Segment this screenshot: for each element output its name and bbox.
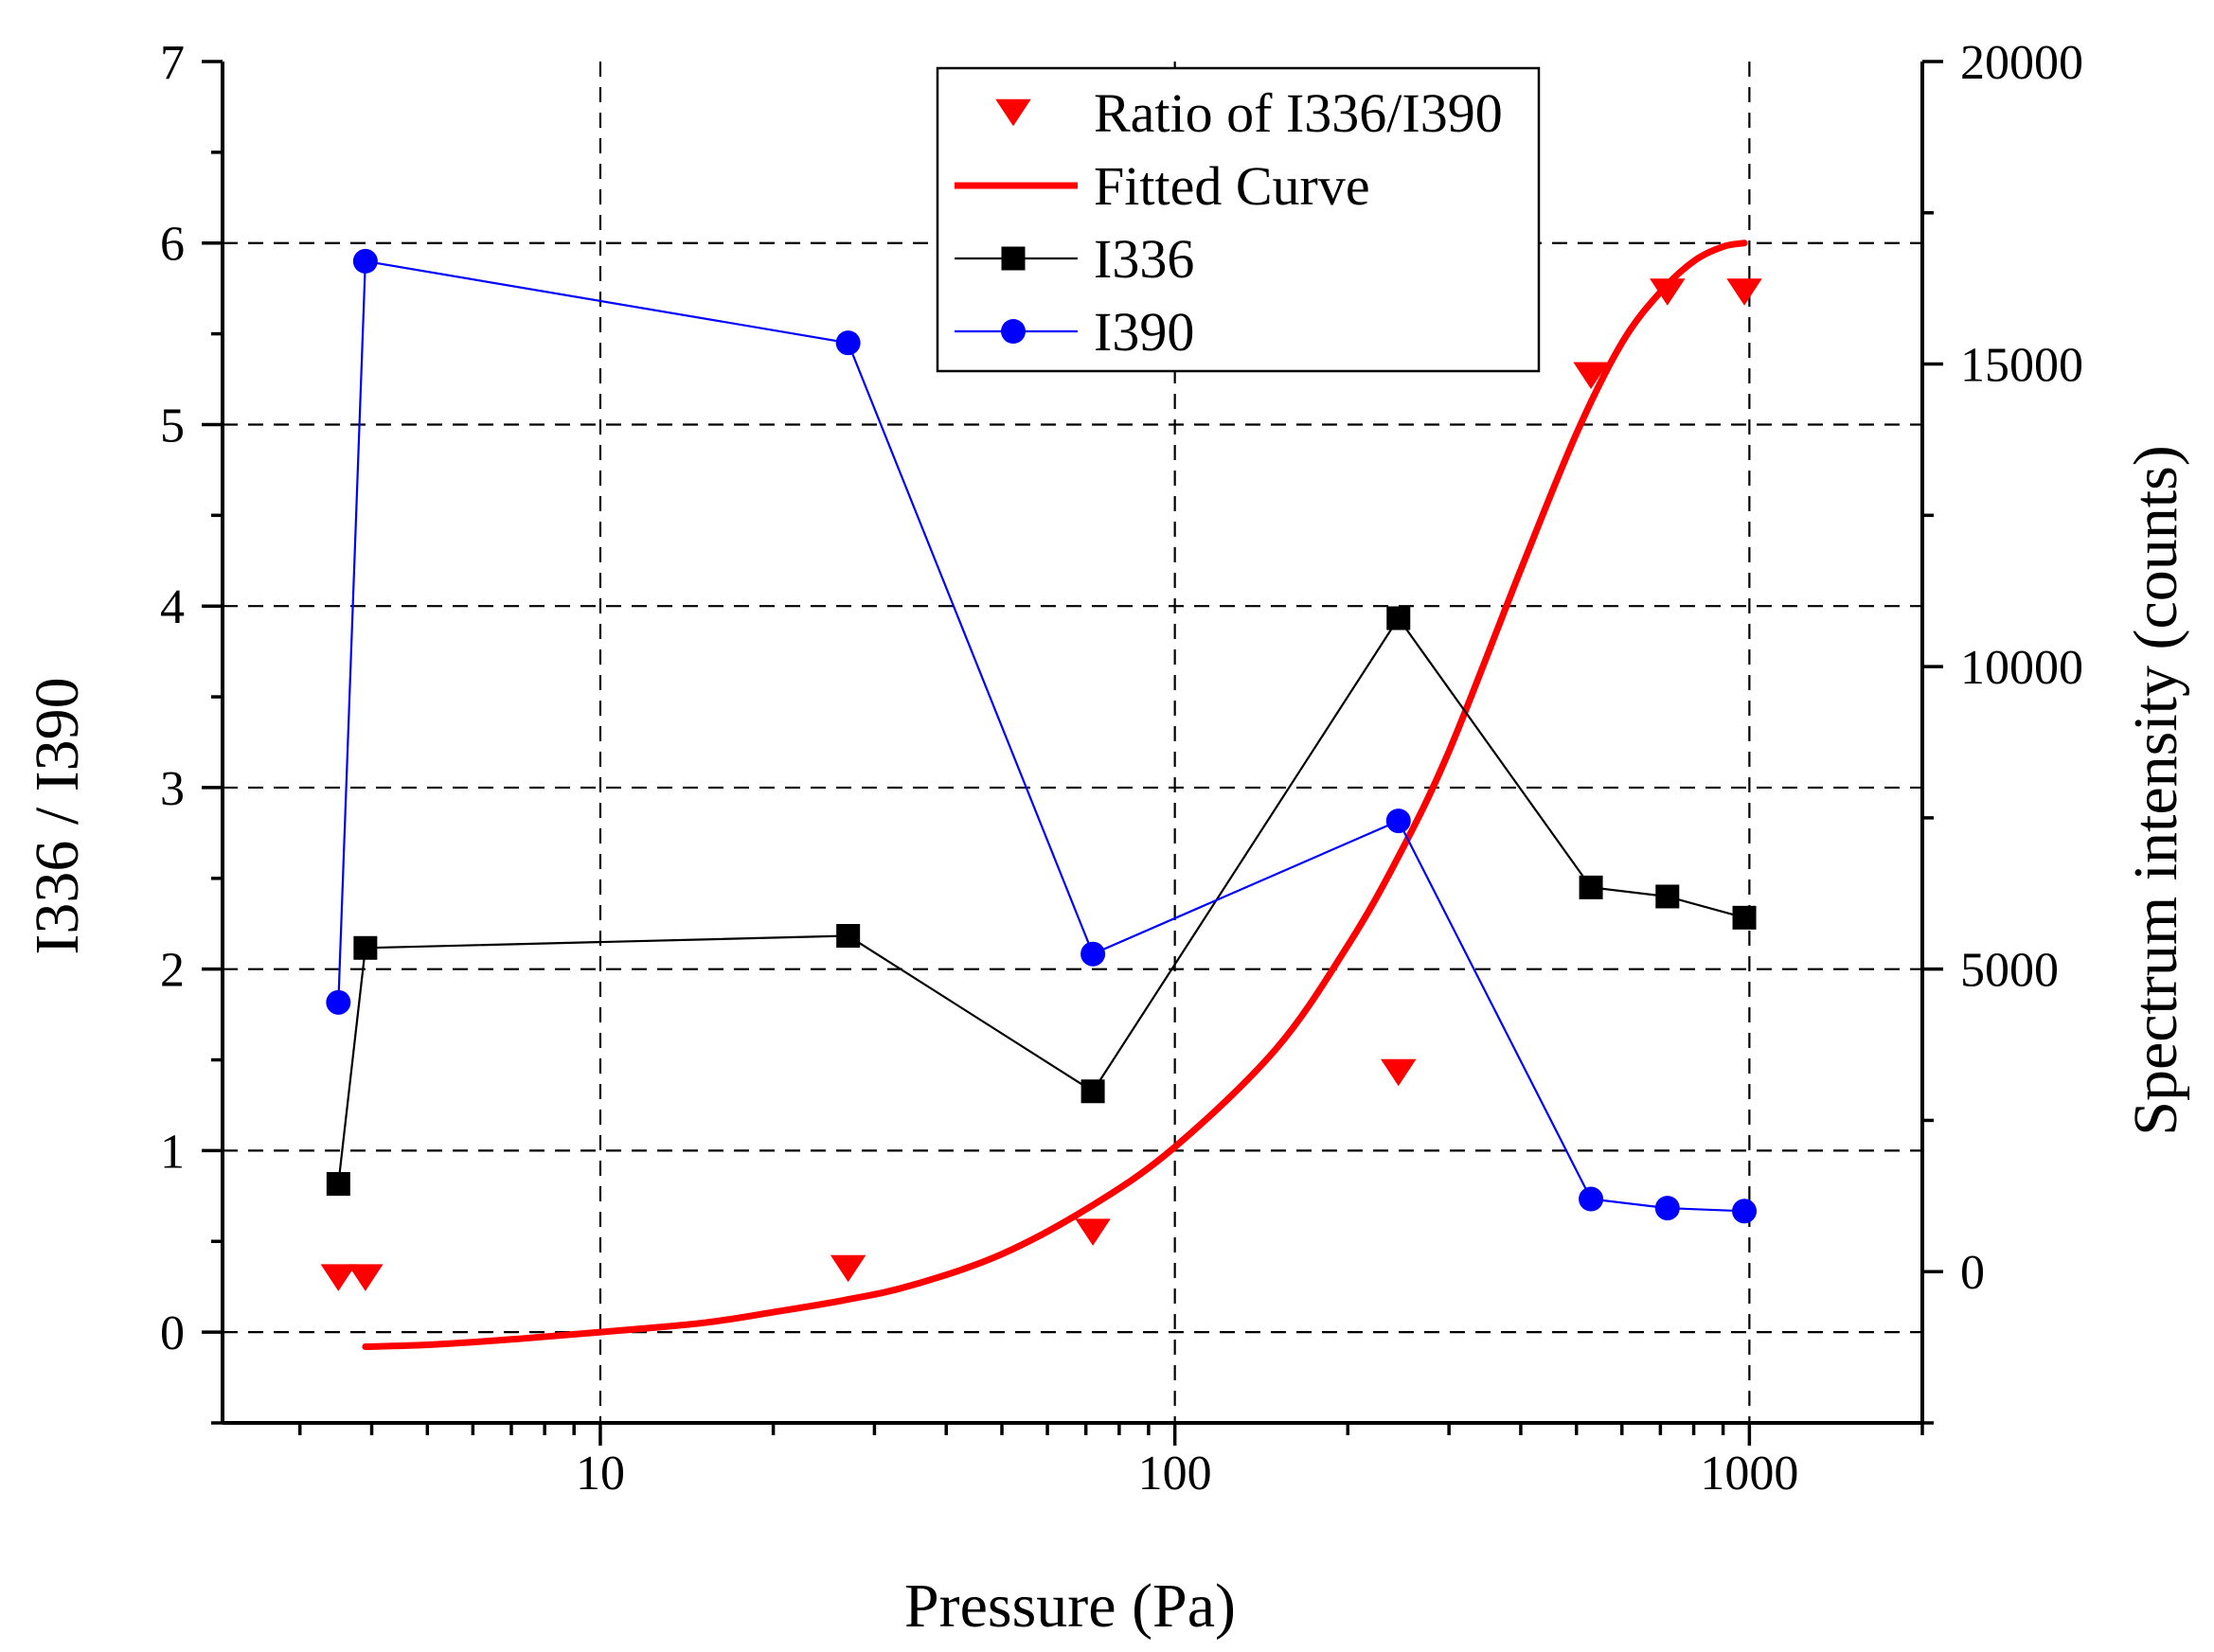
data-point-square (1579, 875, 1603, 899)
ticks: 0 1 2 3 4 5 6 7 0 5000 10000 15000 20000 10 100 1000 (160, 36, 2083, 1501)
series-fitted-curve (362, 240, 1748, 1350)
data-point-triangle (1573, 362, 1609, 389)
legend-circle-marker (1001, 319, 1026, 344)
legend-label: I390 (1094, 301, 1194, 363)
data-point-circle (1579, 1186, 1604, 1212)
x-tick-label: 1000 (1700, 1447, 1798, 1501)
series-line (337, 616, 1745, 1184)
y-right-tick-label: 20000 (1960, 36, 2083, 90)
axes-frame (221, 62, 1924, 1425)
y-left-tick-label: 0 (160, 1306, 185, 1360)
data-point-square (836, 924, 861, 949)
data-point-circle (326, 989, 351, 1015)
y-left-tick-label: 6 (160, 218, 185, 272)
y-left-tick-label: 5 (160, 399, 185, 453)
fitted-curve-line (362, 240, 1748, 1350)
data-point-triangle (1381, 1058, 1417, 1087)
legend-item: Ratio of I336/I390 (995, 82, 1503, 144)
data-point-triangle (1726, 278, 1762, 306)
data-point-circle (1385, 808, 1411, 834)
data-point-triangle (1075, 1218, 1111, 1246)
legend-label: Ratio of I336/I390 (1094, 82, 1503, 144)
legend-item: I336 (955, 228, 1194, 290)
y-left-tick-label: 3 (160, 762, 185, 816)
legend-triangle-marker (995, 98, 1031, 127)
data-point-circle (835, 330, 861, 356)
y-left-tick-label: 2 (160, 944, 185, 998)
data-point-square (1655, 884, 1680, 909)
data-point-triangle (830, 1254, 866, 1283)
data-point-triangle (348, 1264, 384, 1291)
data-point-circle (1080, 941, 1106, 967)
legend-item: Fitted Curve (955, 155, 1370, 217)
grid-layer (223, 62, 1922, 1423)
series-ratio-of-i336-i390 (320, 278, 1762, 1291)
series-layer (320, 240, 1762, 1350)
series-i390 (326, 248, 1758, 1224)
legend-square-marker (1001, 246, 1026, 271)
y-right-axis-title: Spectrum intensity (counts) (2121, 445, 2190, 1136)
data-point-square (353, 935, 378, 960)
y-left-axis-title: I336 / I390 (23, 677, 92, 954)
data-point-circle (352, 248, 378, 274)
y-left-tick-label: 4 (160, 580, 185, 634)
data-point-circle (1732, 1199, 1758, 1224)
data-point-square (1732, 905, 1757, 930)
data-point-square (1080, 1079, 1105, 1104)
legend: Ratio of I336/I390 Fitted Curve I336 I390 (936, 66, 1541, 373)
series-i336 (326, 606, 1757, 1197)
y-right-tick-label: 10000 (1960, 641, 2083, 695)
y-right-tick-label: 15000 (1960, 339, 2083, 393)
data-point-triangle (320, 1264, 357, 1291)
legend-item: I390 (955, 301, 1194, 363)
y-right-tick-label: 5000 (1960, 944, 2059, 998)
x-tick-label: 100 (1138, 1447, 1212, 1501)
series-line (337, 259, 1745, 1213)
x-axis-title: Pressure (Pa) (904, 1572, 1236, 1641)
x-tick-label: 10 (576, 1447, 625, 1501)
y-left-tick-label: 7 (160, 36, 185, 90)
y-right-tick-label: 0 (1960, 1246, 1985, 1300)
data-point-square (1386, 606, 1411, 631)
data-point-triangle (1650, 278, 1686, 306)
legend-label: Fitted Curve (1094, 155, 1370, 217)
legend-box (936, 66, 1541, 373)
y-left-tick-label: 1 (160, 1125, 185, 1179)
data-point-square (326, 1172, 350, 1197)
legend-label: I336 (1094, 228, 1194, 290)
data-point-circle (1654, 1196, 1680, 1221)
